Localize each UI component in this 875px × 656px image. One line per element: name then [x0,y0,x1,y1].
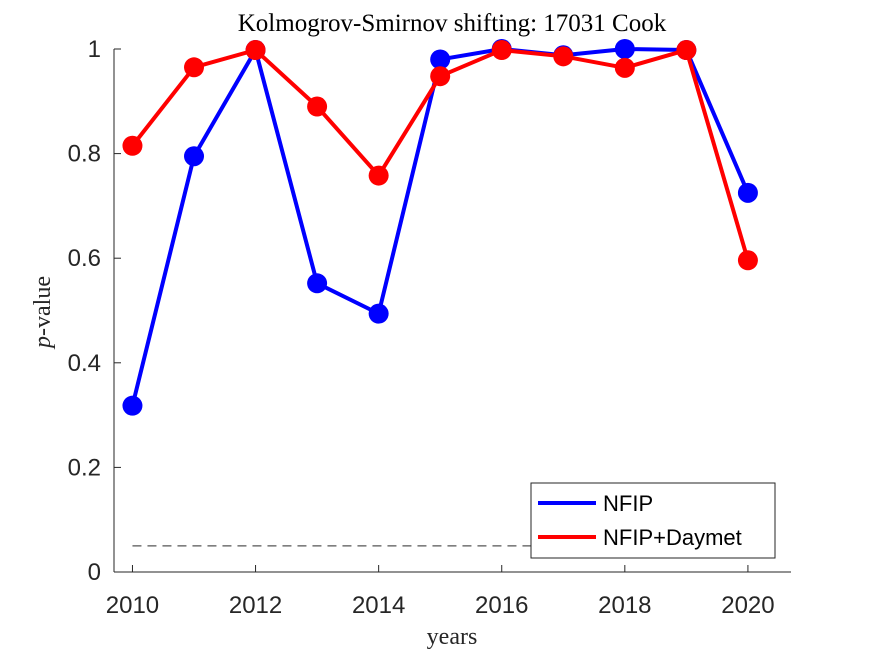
data-point [430,66,451,87]
data-point [184,146,205,167]
axes: 2010 2012 2014 2016 2018 2020 0 0.2 0.4 0.6 0.8 1 [68,36,791,619]
x-tick-label: 2012 [229,592,282,619]
x-tick-label: 2014 [352,592,405,619]
data-point [122,135,143,156]
data-point [737,250,758,271]
series-nfip-daymet [122,40,758,271]
legend-label: NFIP [603,491,653,516]
x-tick-label: 2016 [475,592,528,619]
y-tick-label: 0 [88,559,101,586]
data-point [307,96,328,117]
data-point [553,46,574,67]
data-point [430,49,451,70]
legend-box [530,482,776,559]
x-tick-label: 2018 [598,592,651,619]
series-nfip [122,39,758,416]
data-point [368,165,389,186]
legend: NFIP NFIP+Daymet [530,482,776,559]
chart-title: Kolmogrov-Smirnov shifting: 17031 Cook [238,10,667,37]
data-point [614,57,635,78]
series-line [130,47,750,407]
y-tick-label: 0.6 [68,245,101,272]
legend-label: NFIP+Daymet [603,525,742,550]
data-point [245,40,266,61]
data-point [122,395,143,416]
data-point [184,57,205,78]
y-tick-label: 0.8 [68,141,101,168]
series-layer [122,39,758,416]
data-point [737,182,758,203]
data-point [307,273,328,294]
x-axis-label: years [427,624,478,650]
y-axis-label: p-value [30,276,56,350]
x-tick-label: 2010 [106,592,159,619]
y-tick-label: 1 [88,36,101,63]
data-point [368,303,389,324]
y-tick-label: 0.4 [68,350,101,377]
data-point [676,40,697,61]
text-layer: Kolmogrov-Smirnov shifting: 17031 Cook y… [30,10,667,650]
x-tick-label: 2020 [721,592,774,619]
y-axis-label-italic: p [30,336,56,350]
y-tick-label: 0.2 [68,454,101,481]
y-axis-label-rest: -value [30,276,56,336]
data-point [614,39,635,59]
data-point [491,40,512,61]
